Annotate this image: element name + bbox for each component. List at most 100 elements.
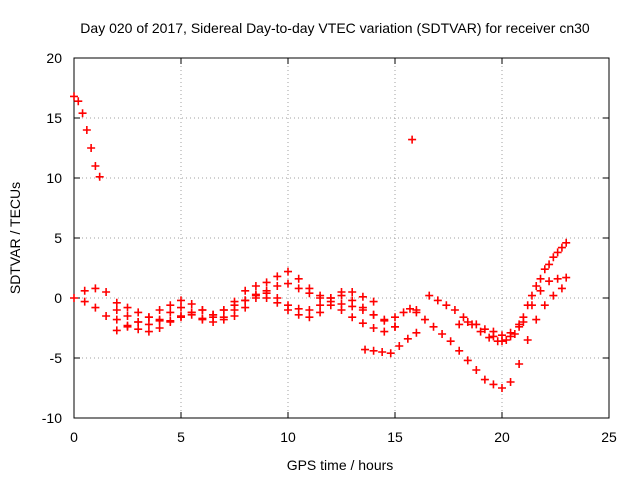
data-point (557, 243, 566, 252)
y-tick-labels: -10 -5 0 5 10 15 20 (42, 50, 62, 426)
data-point (82, 126, 91, 134)
data-point (395, 342, 404, 350)
y-tick-label: 15 (46, 110, 62, 126)
data-point (134, 325, 143, 334)
data-point (262, 278, 271, 287)
data-point (412, 308, 421, 317)
data-point (463, 356, 472, 365)
x-tick-label: 25 (601, 429, 617, 445)
data-point (177, 296, 185, 305)
data-point (536, 286, 545, 295)
data-point (273, 282, 282, 290)
data-point (294, 274, 303, 283)
data-point (70, 294, 78, 302)
data-point (472, 366, 481, 374)
data-point (134, 318, 143, 326)
x-axis-label: GPS time / hours (287, 457, 394, 473)
data-point (540, 301, 549, 310)
data-point (241, 296, 250, 305)
data-point (540, 265, 549, 274)
data-point (294, 284, 303, 293)
data-point (112, 306, 121, 314)
data-point (527, 291, 536, 300)
data-point (198, 306, 207, 314)
data-point (562, 238, 571, 247)
series-arc-l (489, 238, 571, 340)
data-point (219, 313, 228, 322)
data-point (144, 320, 153, 329)
data-point (78, 109, 87, 118)
data-point (378, 348, 387, 356)
x-tick-label: 15 (387, 429, 403, 445)
data-point (399, 308, 408, 317)
data-point (87, 144, 96, 152)
data-point (348, 288, 357, 296)
data-point (391, 313, 399, 322)
data-point (177, 303, 185, 312)
data-point (251, 282, 260, 290)
y-axis-label: SDTVAR / TECUs (7, 182, 23, 294)
data-point (316, 308, 325, 317)
data-point (369, 297, 378, 306)
data-point (502, 336, 511, 344)
data-point (485, 333, 494, 342)
series-arc-b-outlier (408, 135, 417, 144)
data-point (545, 260, 554, 269)
series-arc-f (112, 279, 399, 335)
data-point (446, 337, 455, 346)
data-point (112, 326, 121, 335)
data-point (144, 313, 153, 322)
grid-lines (74, 58, 609, 418)
x-tick-label: 20 (494, 429, 510, 445)
series-arc-h (399, 304, 421, 317)
data-point (187, 310, 196, 319)
data-point (380, 327, 389, 336)
data-point (112, 315, 121, 324)
data-point (498, 331, 506, 340)
data-point (523, 301, 532, 310)
data-point (450, 306, 459, 314)
data-point (102, 312, 111, 320)
data-point (337, 300, 346, 308)
data-point (123, 312, 132, 320)
data-point (74, 97, 83, 106)
axis-ticks (73, 57, 610, 419)
data-point (442, 301, 451, 310)
data-point (305, 289, 314, 298)
data-point (305, 313, 314, 322)
series-arc-j (425, 273, 571, 346)
series-arc-k (455, 243, 566, 346)
data-point (123, 303, 132, 312)
series-arc-a-early-high (70, 92, 104, 181)
data-point (472, 320, 481, 329)
data-point (348, 313, 357, 322)
data-point (348, 302, 357, 311)
data-point (515, 322, 524, 331)
y-tick-label: -10 (42, 410, 62, 426)
data-point (80, 297, 89, 306)
data-point (102, 288, 111, 296)
data-point (241, 303, 250, 312)
data-points (70, 92, 571, 392)
data-point (463, 318, 472, 326)
data-point (455, 320, 464, 329)
data-point (91, 303, 100, 312)
data-point (369, 346, 378, 355)
data-point (506, 378, 515, 386)
data-point (166, 308, 175, 317)
data-point (95, 172, 104, 181)
data-point (408, 135, 417, 144)
data-point (523, 336, 532, 344)
data-point (112, 298, 121, 307)
data-point (405, 304, 414, 313)
data-point (219, 306, 228, 314)
data-point (262, 286, 271, 295)
data-point (549, 291, 558, 300)
data-point (532, 282, 541, 290)
data-point (498, 384, 506, 392)
data-point (209, 318, 218, 326)
data-point (251, 291, 260, 300)
data-point (91, 162, 100, 170)
data-point (433, 296, 442, 305)
